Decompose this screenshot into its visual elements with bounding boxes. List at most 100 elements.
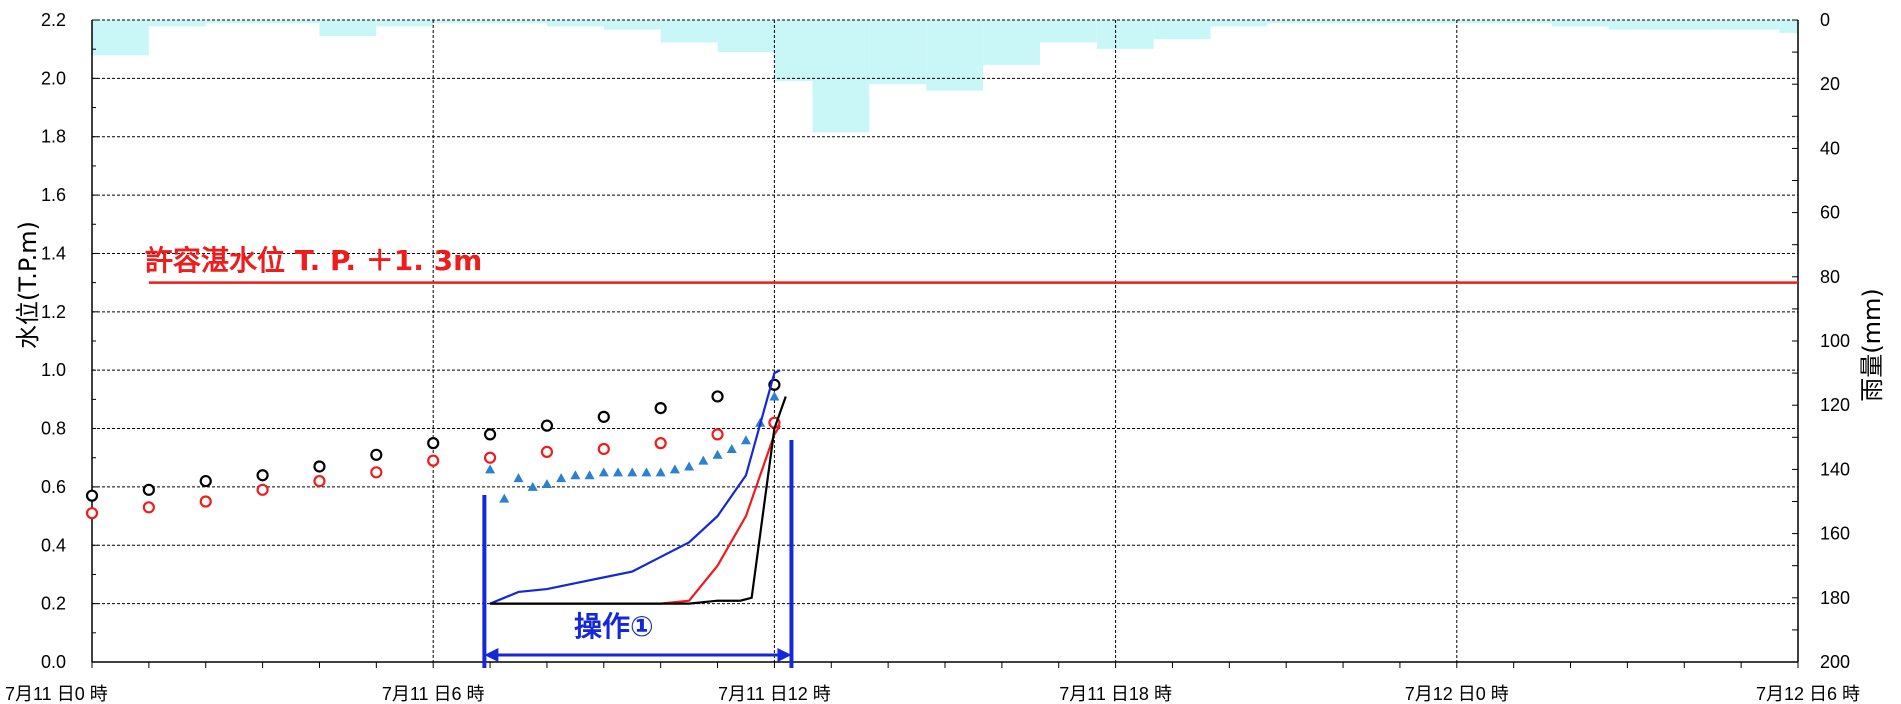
right-axis-title: 雨量(mm) bbox=[1858, 288, 1886, 401]
right-tick-label: 160 bbox=[1820, 524, 1850, 544]
left-tick-label: 1.4 bbox=[41, 243, 66, 263]
rain-bar-24 bbox=[1438, 20, 1495, 24]
operation-bracket bbox=[482, 440, 794, 668]
axes bbox=[91, 19, 1799, 668]
rain-bar-7 bbox=[490, 20, 547, 24]
series-0-point-3 bbox=[256, 469, 269, 482]
x-tick-label: 7月11 日18 時 bbox=[1059, 684, 1172, 704]
right-tick-label: 80 bbox=[1820, 267, 1840, 287]
series-0-point-0 bbox=[85, 489, 99, 502]
series-3-line bbox=[489, 369, 781, 605]
series-0-point-2 bbox=[199, 474, 212, 488]
series-1-point-7 bbox=[483, 451, 497, 464]
series-2-point-8 bbox=[598, 467, 609, 477]
series-2-point-2 bbox=[513, 473, 524, 483]
operation-arrow-head-left bbox=[484, 648, 499, 662]
x-tick-label: 7月12 日6 時 bbox=[1756, 684, 1860, 704]
rain-bar-30 bbox=[1779, 20, 1798, 33]
series-1-point-9 bbox=[597, 442, 610, 456]
left-tick-label: 0.6 bbox=[41, 477, 66, 497]
rain-bar-0 bbox=[92, 20, 149, 56]
rain-bar-28 bbox=[1665, 20, 1723, 30]
rain-bar-3 bbox=[262, 20, 320, 24]
series-1-point-4 bbox=[313, 474, 326, 488]
series-1-point-10 bbox=[654, 437, 667, 450]
series-2-point-1 bbox=[499, 493, 510, 503]
allowable-level-label: 許容湛水位 T. P. ＋1. 3m bbox=[145, 244, 482, 277]
right-tick-label: 200 bbox=[1820, 652, 1850, 672]
rain-bar-5 bbox=[376, 20, 434, 27]
series-0-point-7 bbox=[483, 428, 497, 441]
series-0-point-8 bbox=[540, 419, 554, 432]
series bbox=[85, 369, 787, 605]
series-2-point-18 bbox=[740, 435, 751, 445]
series-2-point-13 bbox=[669, 464, 680, 474]
rain-bar-20 bbox=[1210, 20, 1268, 27]
x-tick-labels: 7月11 日0 時 7月11 日6 時 7月11 日12 時 7月11 日18 時 7月… bbox=[5, 684, 1860, 704]
series-1-point-11 bbox=[711, 428, 724, 441]
series-2-point-14 bbox=[684, 461, 695, 471]
left-y-tick-labels: 0.0 0.2 0.4 0.6 0.8 1.0 1.2 1.4 1.6 1.8 2.0 2.2 bbox=[41, 10, 66, 672]
rain-bar-16 bbox=[983, 20, 1040, 65]
series-0-point-4 bbox=[313, 460, 326, 473]
operation-label: 操作① bbox=[574, 610, 654, 643]
rain-bar-12 bbox=[774, 20, 813, 81]
left-tick-label: 2.2 bbox=[41, 10, 66, 30]
series-0-point-11 bbox=[711, 390, 724, 403]
series-1-point-8 bbox=[540, 445, 554, 458]
series-2-point-11 bbox=[641, 467, 652, 477]
series-2-point-20 bbox=[769, 391, 780, 401]
series-2-point-3 bbox=[527, 481, 538, 491]
series-2-point-6 bbox=[570, 470, 581, 480]
right-tick-label: 100 bbox=[1820, 331, 1850, 351]
series-2-point-12 bbox=[655, 467, 666, 477]
right-tick-label: 60 bbox=[1820, 203, 1840, 223]
operation-arrow-head-right bbox=[777, 648, 792, 662]
series-1-point-3 bbox=[256, 483, 269, 496]
rain-bar-17 bbox=[1039, 20, 1097, 43]
left-tick-label: 0.4 bbox=[41, 535, 66, 555]
series-0-point-10 bbox=[654, 402, 667, 415]
right-tick-label: 120 bbox=[1820, 395, 1850, 415]
series-1-point-6 bbox=[427, 454, 440, 467]
rain-bar-19 bbox=[1153, 20, 1211, 40]
rain-bar-9 bbox=[603, 20, 661, 30]
right-tick-label: 180 bbox=[1820, 588, 1850, 608]
right-tick-label: 140 bbox=[1820, 459, 1850, 479]
rain-bar-11 bbox=[717, 20, 775, 53]
rain-bar-13 bbox=[812, 20, 870, 133]
x-tick-label: 7月12 日0 時 bbox=[1405, 684, 1509, 704]
rain-bar-22 bbox=[1324, 20, 1382, 24]
series-1-point-5 bbox=[370, 466, 383, 479]
rain-bar-8 bbox=[546, 20, 604, 27]
left-tick-label: 0.2 bbox=[41, 594, 66, 614]
series-2-point-5 bbox=[556, 473, 567, 483]
rain-bar-10 bbox=[660, 20, 718, 43]
rain-bar-4 bbox=[319, 20, 377, 37]
right-tick-label: 0 bbox=[1820, 10, 1830, 30]
left-tick-label: 2.0 bbox=[41, 68, 66, 88]
x-tick-label: 7月11 日12 時 bbox=[718, 684, 831, 704]
rain-bar-1 bbox=[148, 20, 206, 27]
left-tick-label: 1.6 bbox=[41, 185, 66, 205]
right-tick-label: 20 bbox=[1820, 74, 1840, 94]
rain-bar-26 bbox=[1551, 20, 1609, 27]
series-2-point-16 bbox=[712, 449, 723, 459]
series-2-point-9 bbox=[613, 467, 624, 477]
series-2-point-15 bbox=[698, 455, 709, 465]
series-2-point-10 bbox=[627, 467, 638, 477]
left-tick-label: 1.0 bbox=[41, 360, 66, 380]
series-2-point-4 bbox=[541, 478, 552, 488]
left-tick-label: 0.8 bbox=[41, 419, 66, 439]
series-0-point-1 bbox=[142, 483, 155, 496]
series-2-point-7 bbox=[584, 470, 595, 480]
rain-bar-23 bbox=[1381, 20, 1439, 24]
gridlines bbox=[92, 19, 1798, 662]
series-5-line bbox=[490, 396, 787, 605]
right-tick-label: 40 bbox=[1820, 138, 1840, 158]
rain-bar-6 bbox=[433, 20, 491, 24]
rain-bar-25 bbox=[1494, 20, 1552, 24]
series-2-point-0 bbox=[485, 464, 496, 474]
